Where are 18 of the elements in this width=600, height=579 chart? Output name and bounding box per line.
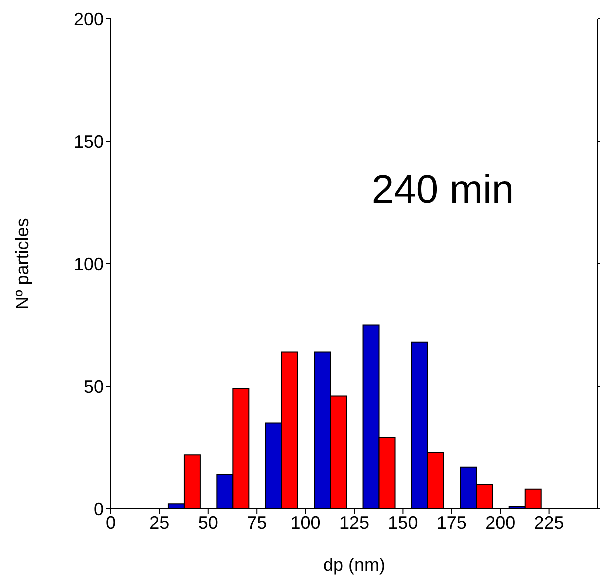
x-tick-label: 125	[339, 512, 370, 533]
x-tick-label: 200	[486, 512, 516, 533]
y-tick-label: 100	[74, 254, 104, 274]
annotation: 240 min	[372, 168, 514, 212]
x-tick-label: 150	[388, 512, 418, 533]
y-tick-label: 0	[94, 499, 104, 520]
x-tick-label: 50	[198, 512, 218, 533]
x-tick-label: 25	[150, 512, 170, 533]
y-tick-label: 200	[74, 9, 104, 30]
y-tick-label: 50	[84, 376, 104, 397]
x-axis-title: dp (nm)	[323, 555, 386, 575]
x-tick-label: 75	[247, 512, 268, 533]
x-tick-label: 225	[534, 512, 564, 533]
x-tick-label: 0	[106, 512, 116, 533]
x-tick-label: 100	[290, 512, 321, 533]
y-tick-label: 150	[74, 132, 104, 152]
y-axis-title: Nº particles	[12, 218, 32, 310]
x-tick-label: 175	[436, 512, 467, 533]
